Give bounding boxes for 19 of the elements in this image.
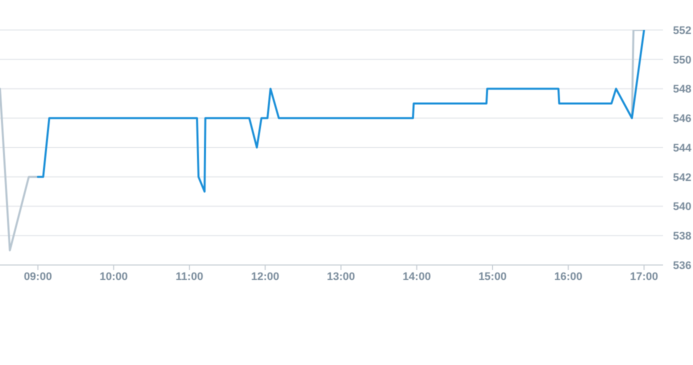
- y-tick-label: 548: [673, 84, 692, 96]
- x-tick-label: 15:00: [478, 270, 507, 283]
- x-tick-label: 16:00: [554, 270, 582, 283]
- x-tick-label: 12:00: [251, 270, 280, 283]
- y-tick-label: 538: [673, 230, 692, 243]
- y-tick-label: 550: [673, 54, 692, 66]
- y-tick-label: 552: [673, 24, 692, 37]
- x-tick-label: 09:00: [24, 270, 52, 283]
- y-tick-label: 544: [673, 142, 692, 154]
- y-tick-label: 546: [673, 113, 692, 126]
- x-tick-label: 14:00: [402, 270, 431, 283]
- y-tick-label: 542: [673, 172, 692, 184]
- y-tick-label: 540: [673, 201, 692, 214]
- line-series: [36, 30, 646, 193]
- x-tick-label: 17:00: [630, 270, 658, 283]
- x-tick-label: 11:00: [176, 270, 204, 283]
- x-tick-label: 13:00: [326, 270, 356, 283]
- y-tick-label: 536: [673, 260, 692, 272]
- x-tick-label: 10:00: [100, 270, 128, 283]
